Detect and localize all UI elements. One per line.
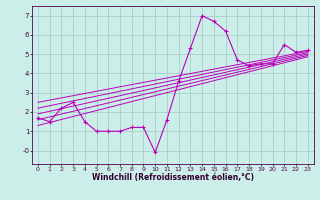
X-axis label: Windchill (Refroidissement éolien,°C): Windchill (Refroidissement éolien,°C) xyxy=(92,173,254,182)
